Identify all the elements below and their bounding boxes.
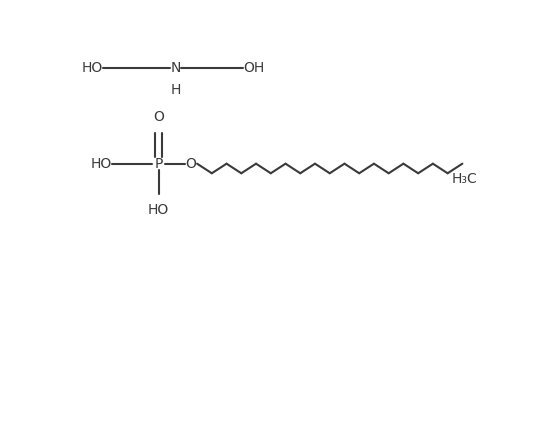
- Text: HO: HO: [91, 157, 112, 171]
- Text: N: N: [170, 61, 181, 76]
- Text: HO: HO: [81, 61, 103, 76]
- Text: HO: HO: [148, 203, 169, 217]
- Text: O: O: [185, 157, 196, 171]
- Text: H: H: [170, 83, 181, 97]
- Text: H₃C: H₃C: [452, 172, 478, 185]
- Text: OH: OH: [243, 61, 265, 76]
- Text: P: P: [155, 157, 163, 171]
- Text: O: O: [153, 110, 164, 124]
